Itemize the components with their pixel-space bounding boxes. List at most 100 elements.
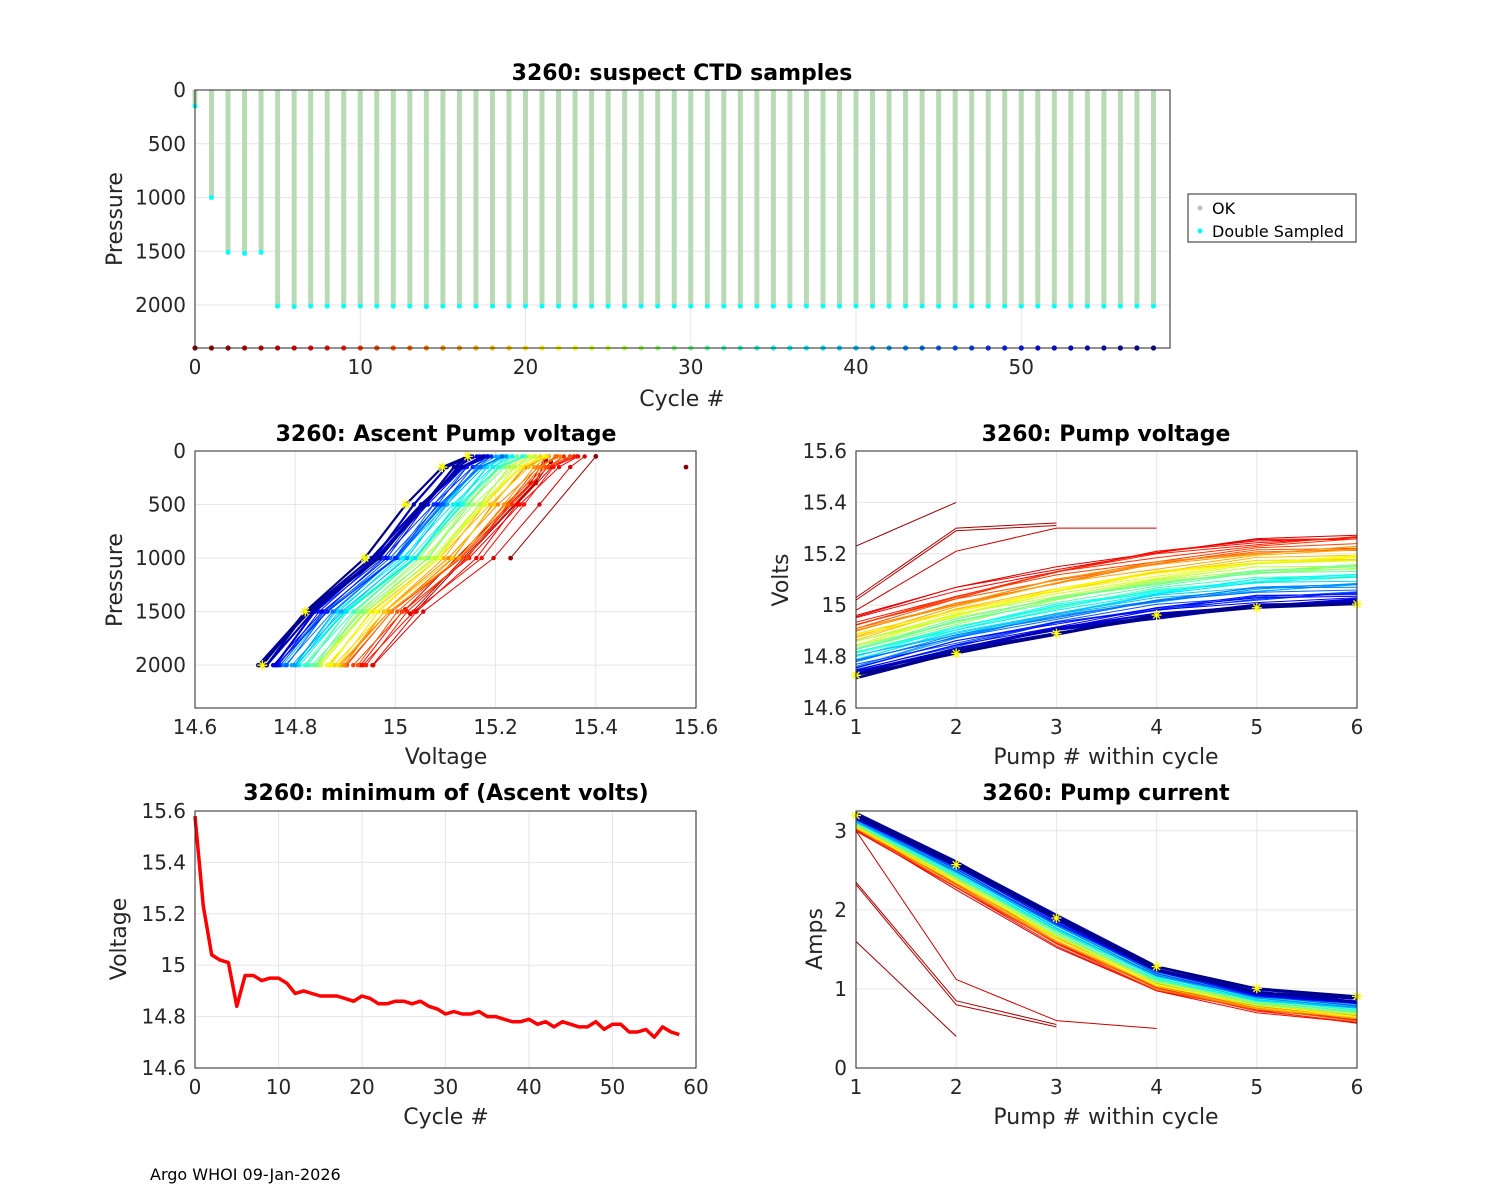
y-tick-label: 0	[834, 1056, 847, 1080]
first-cycle-star	[1051, 628, 1062, 639]
ascent-sample-point	[489, 454, 494, 459]
ascent-sample-point	[495, 502, 501, 507]
footer-credit: Argo WHOI 09-Jan-2026	[150, 1165, 341, 1184]
pump-current-line	[855, 818, 1358, 1008]
ascent-sample-point	[417, 555, 422, 561]
pump-current-line	[855, 817, 1358, 1002]
marks	[851, 501, 1362, 681]
y-tick-label: 2000	[135, 653, 186, 677]
ascent-sample-point	[532, 454, 537, 459]
ascent-sample-point	[508, 555, 513, 561]
ascent-sample-point	[411, 502, 416, 507]
ascent-profile-line	[294, 455, 504, 666]
y-axis-label: Voltage	[107, 898, 132, 981]
pump-current-line	[855, 818, 1358, 1009]
ascent-sample-point	[474, 454, 480, 459]
ascent-sample-point	[471, 502, 476, 507]
ascent-sample-point	[499, 454, 505, 459]
pump-current-line	[855, 819, 1358, 1004]
ascent-sample-point	[325, 609, 330, 614]
double-sample-marker	[770, 303, 776, 309]
chart-title: 3260: Pump current	[982, 781, 1230, 806]
minimum-voltage-series	[193, 815, 680, 1039]
ascent-profile-line	[317, 455, 535, 666]
pump-voltage-line	[855, 595, 1358, 671]
ascent-sample-point	[450, 555, 455, 561]
double-sample-marker	[572, 303, 578, 309]
first-cycle-star	[359, 553, 370, 564]
double-sample-marker	[1134, 303, 1140, 309]
ascent-sample-point	[309, 663, 314, 668]
ascent-sample-point	[575, 454, 581, 459]
pump-current-line	[855, 811, 1358, 1000]
ascent-sample-point	[431, 502, 436, 507]
marks	[256, 451, 689, 671]
ascent-sample-point	[351, 609, 356, 614]
y-tick-label: 3	[834, 819, 847, 843]
y-tick-label: 1500	[135, 600, 186, 624]
y-axis-label: Pressure	[103, 172, 128, 266]
ascent-sample-point	[531, 464, 537, 470]
y-tick-label: 15.4	[802, 490, 847, 514]
panel-pump-voltage: 1 2 3 4 5 6 14.6 14.8 15 15.2 15.4 15.6 3260: Pump …	[769, 422, 1363, 770]
grid	[194, 810, 697, 1069]
double-sample-marker	[341, 303, 347, 309]
y-tick-label: 14.8	[802, 645, 847, 669]
pump-voltage-line	[855, 501, 957, 547]
ascent-sample-point	[384, 555, 389, 561]
ascent-sample-point	[593, 454, 599, 459]
first-cycle-star	[437, 462, 448, 473]
ascent-sample-point	[683, 464, 689, 470]
first-cycle-star	[1151, 961, 1162, 972]
double-sample-marker	[721, 303, 727, 309]
x-tick-label: 0	[189, 1075, 202, 1099]
y-tick-label: 14.6	[802, 696, 847, 720]
double-sample-marker	[837, 303, 842, 309]
double-sample-marker	[952, 303, 958, 309]
double-sample-marker	[1084, 303, 1090, 309]
x-axis-label: Voltage	[405, 745, 488, 770]
ascent-profile-line	[311, 455, 518, 666]
ascent-sample-point	[542, 454, 547, 459]
ascent-sample-point	[305, 663, 311, 668]
x-tick-label: 15.6	[674, 715, 719, 739]
ascent-sample-point	[387, 555, 393, 561]
ascent-sample-point	[421, 555, 426, 561]
ascent-sample-point	[284, 663, 289, 668]
ascent-sample-point	[408, 611, 413, 617]
ascent-sample-point	[511, 464, 517, 470]
x-tick-label: 40	[843, 355, 868, 379]
ascent-profile-line	[372, 455, 585, 666]
ascent-sample-point	[503, 454, 509, 459]
axes-box	[194, 89, 1171, 349]
pump-voltage-line	[855, 560, 1358, 646]
legend-entry-double-sampled: Double Sampled	[1212, 222, 1344, 241]
ascent-sample-point	[526, 464, 531, 470]
ascent-sample-point	[561, 454, 567, 459]
ascent-sample-point	[320, 609, 325, 614]
pump-voltage-line	[855, 591, 1358, 665]
pump-voltage-line	[855, 527, 1157, 611]
ascent-sample-point	[368, 609, 373, 614]
ascent-profile-line	[362, 455, 571, 666]
y-tick-label: 500	[148, 132, 186, 156]
ascent-sample-point	[557, 454, 563, 459]
ascent-sample-point	[520, 454, 525, 459]
pump-voltage-line	[855, 602, 1358, 677]
pump-voltage-line	[855, 589, 1358, 661]
x-tick-label: 0	[189, 355, 202, 379]
first-cycle-star	[462, 451, 473, 462]
double-sample-marker	[886, 303, 892, 309]
pump-current-line	[855, 830, 1157, 1029]
double-sample-marker	[803, 303, 809, 309]
ascent-sample-point	[426, 555, 431, 561]
double-sample-marker	[787, 303, 793, 309]
double-sample-marker	[440, 303, 446, 309]
ascent-sample-point	[435, 502, 440, 507]
double-sample-marker	[671, 303, 677, 309]
ascent-sample-point	[509, 502, 514, 507]
ascent-sample-point	[342, 663, 347, 668]
pump-voltage-line	[855, 565, 1358, 642]
ascent-sample-point	[373, 609, 379, 614]
